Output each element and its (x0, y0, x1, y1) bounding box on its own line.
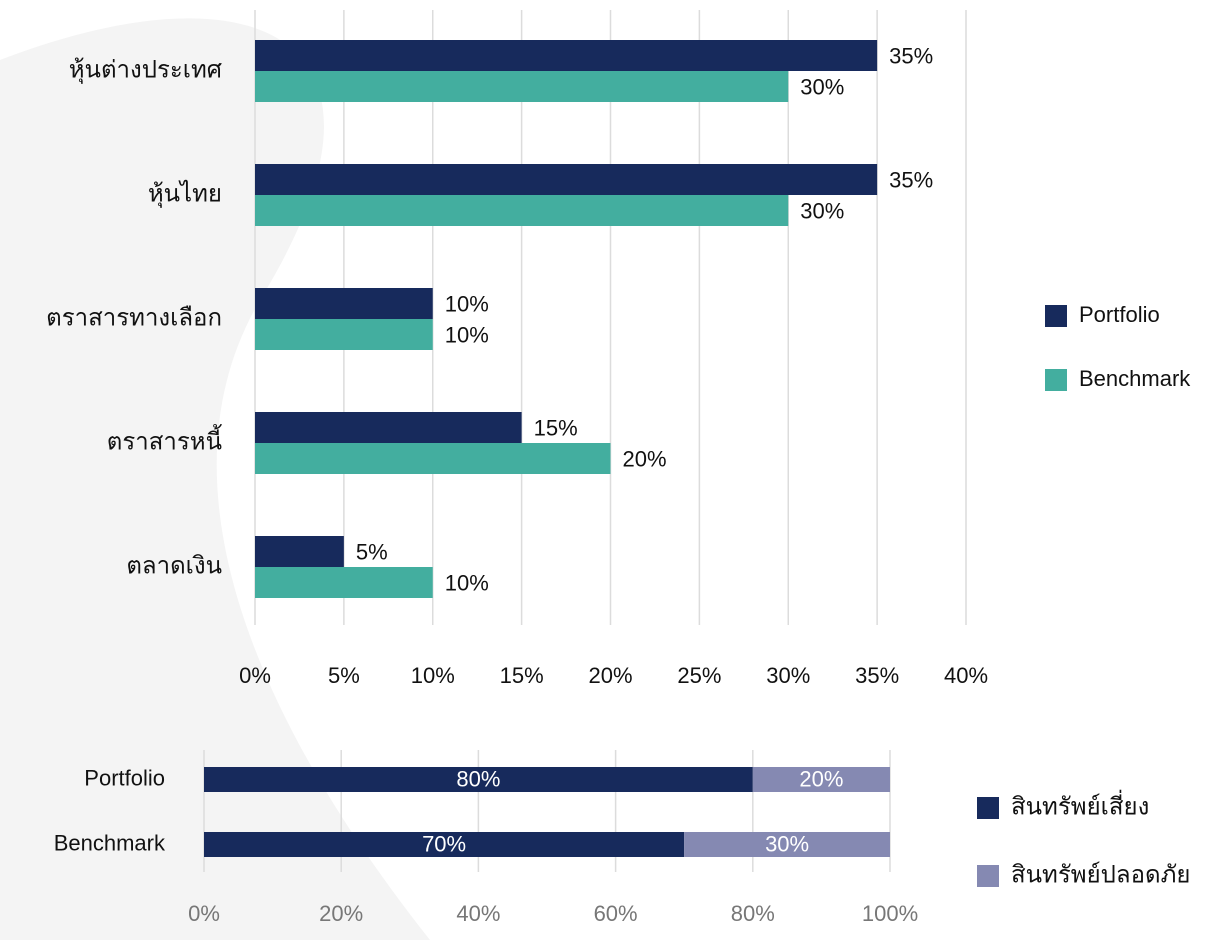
value-label: 10% (445, 322, 489, 347)
bar (255, 288, 433, 319)
category-label: ตราสารทางเลือก (46, 304, 222, 331)
bar-segment (752, 767, 890, 792)
value-label: 35% (889, 43, 933, 68)
x-tick-label: 0% (239, 663, 271, 688)
category-label: หุ้นไทย (148, 179, 222, 208)
x-tick-label: 40% (944, 663, 988, 688)
bar (255, 164, 878, 195)
value-label: 80% (456, 766, 500, 791)
x-tick-label: 25% (677, 663, 721, 688)
category-label: หุ้นต่างประเทศ (69, 56, 222, 84)
x-tick-label: 20% (588, 663, 632, 688)
x-tick-label: 15% (500, 663, 544, 688)
legend-label: Portfolio (1079, 302, 1160, 327)
legend-label: สินทรัพย์ปลอดภัย (1011, 860, 1190, 888)
value-label: 10% (445, 570, 489, 595)
bar (255, 195, 789, 226)
value-label: 30% (800, 198, 844, 223)
bar (255, 567, 433, 598)
legend-swatch (1045, 369, 1067, 391)
x-tick-label: 40% (456, 901, 500, 926)
value-label: 10% (445, 291, 489, 316)
bar-segment (684, 832, 890, 857)
category-label: ตราสารหนี้ (107, 423, 222, 455)
legend-swatch (1045, 305, 1067, 327)
x-tick-label: 60% (594, 901, 638, 926)
category-label: Benchmark (54, 830, 166, 855)
bar (255, 536, 344, 567)
value-label: 30% (765, 831, 809, 856)
x-tick-label: 10% (411, 663, 455, 688)
legend-label: Benchmark (1079, 366, 1191, 391)
bar-segment (204, 832, 685, 857)
legend-label: สินทรัพย์เสี่ยง (1011, 789, 1149, 820)
bar (255, 319, 433, 350)
category-label: Portfolio (84, 765, 165, 790)
bar (255, 443, 611, 474)
bar (255, 40, 878, 71)
watermark (0, 18, 430, 940)
x-tick-label: 80% (731, 901, 775, 926)
value-label: 70% (422, 831, 466, 856)
value-label: 15% (534, 415, 578, 440)
x-tick-label: 0% (188, 901, 220, 926)
bar (255, 412, 522, 443)
bar-segment (204, 767, 753, 792)
value-label: 20% (623, 446, 667, 471)
x-tick-label: 5% (328, 663, 360, 688)
x-tick-label: 35% (855, 663, 899, 688)
value-label: 5% (356, 539, 388, 564)
bar (255, 71, 789, 102)
legend-swatch (977, 797, 999, 819)
value-label: 30% (800, 74, 844, 99)
value-label: 35% (889, 167, 933, 192)
category-label: ตลาดเงิน (126, 552, 222, 579)
x-tick-label: 30% (766, 663, 810, 688)
legend-swatch (977, 865, 999, 887)
x-tick-label: 100% (862, 901, 918, 926)
value-label: 20% (799, 766, 843, 791)
x-tick-label: 20% (319, 901, 363, 926)
